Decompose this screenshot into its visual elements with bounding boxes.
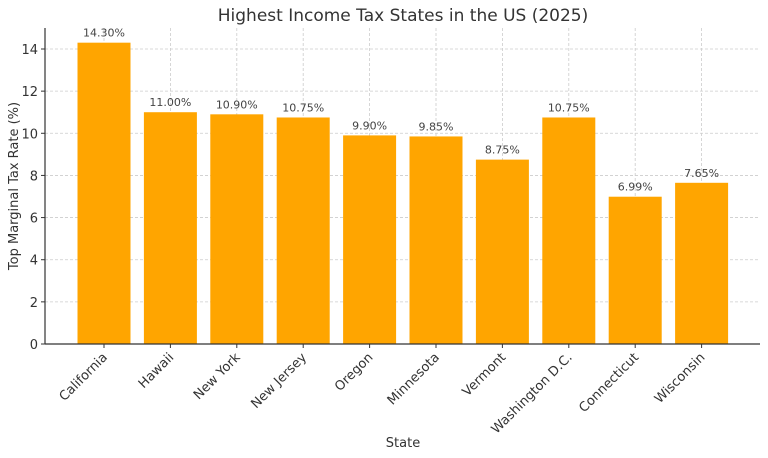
bar: [409, 136, 463, 344]
x-tick-label: Connecticut: [576, 350, 642, 416]
x-tick-label: Minnesota: [385, 350, 443, 408]
bar: [475, 159, 529, 344]
bar-value-label: 9.85%: [419, 120, 454, 133]
x-axis-ticks: California Hawaii New York New Jersey Oregon…: [57, 344, 709, 437]
bar: [608, 196, 662, 344]
bar: [143, 112, 197, 344]
x-tick-label: New York: [191, 350, 244, 403]
y-tick-label: 14: [21, 43, 38, 58]
bar: [542, 117, 596, 344]
bar-value-labels: 14.30% 11.00% 10.90% 10.75% 9.90% 9.85% 8.75% 1…: [83, 27, 719, 194]
y-tick-label: 10: [21, 127, 38, 142]
y-tick-label: 2: [30, 296, 38, 311]
bar: [343, 135, 397, 344]
bar-value-label: 14.30%: [83, 27, 125, 40]
x-tick-label: Wisconsin: [652, 350, 709, 407]
bar-value-label: 8.75%: [485, 144, 520, 157]
bar-value-label: 11.00%: [149, 96, 191, 109]
bar-value-label: 9.90%: [352, 119, 387, 132]
bar: [77, 42, 131, 345]
bars: [77, 42, 729, 345]
bar-value-label: 10.75%: [282, 101, 324, 114]
chart-title: Highest Income Tax States in the US (202…: [218, 6, 589, 26]
y-tick-label: 4: [30, 254, 38, 269]
bar-value-label: 6.99%: [618, 181, 653, 194]
x-tick-label: Vermont: [460, 350, 509, 399]
bar-value-label: 10.75%: [548, 101, 590, 114]
bar: [276, 117, 330, 344]
x-axis-label: State: [386, 436, 420, 451]
bar-value-label: 7.65%: [684, 167, 719, 180]
y-axis-ticks: 0 2 4 6 8 10 12 14: [21, 43, 45, 353]
y-tick-label: 8: [30, 169, 38, 184]
y-axis-label: Top Marginal Tax Rate (%): [7, 102, 22, 271]
x-tick-label: Hawaii: [136, 350, 177, 391]
y-tick-label: 6: [30, 212, 38, 227]
bar-value-label: 10.90%: [216, 98, 258, 111]
x-tick-label: California: [57, 350, 111, 404]
y-tick-label: 0: [30, 338, 38, 353]
x-tick-label: Oregon: [332, 350, 376, 394]
bar: [210, 114, 264, 344]
x-tick-label: New Jersey: [248, 350, 310, 412]
y-tick-label: 12: [21, 85, 38, 100]
bar: [675, 182, 729, 344]
